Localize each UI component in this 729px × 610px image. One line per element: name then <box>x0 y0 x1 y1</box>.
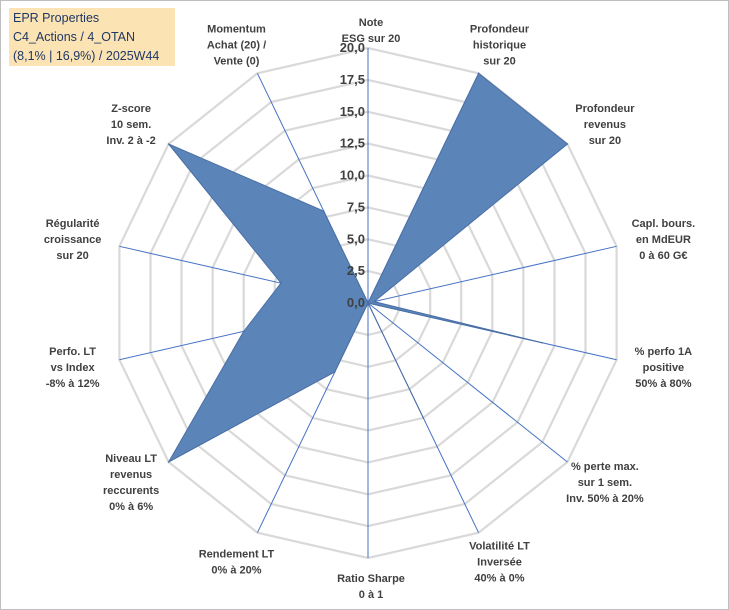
data-point <box>541 341 543 344</box>
axis-label-line: 0% à 20% <box>211 565 261 577</box>
axis-label-line: % perfo 1A <box>635 346 693 358</box>
tick-label: 7,5 <box>347 199 365 214</box>
axis-label-line: revenus <box>584 119 626 131</box>
axis-label-line: Capl. bours. <box>632 218 696 230</box>
axis-label-line: Volatilité LT <box>469 541 530 553</box>
axis-label-line: sur 20 <box>483 55 515 67</box>
data-point <box>322 210 325 212</box>
tick-label: 5,0 <box>347 231 365 246</box>
axis-label-line: vs Index <box>51 362 96 374</box>
radar-series <box>167 72 569 463</box>
tick-label: 20,0 <box>340 40 365 55</box>
axis-label-line: -8% à 12% <box>46 378 100 390</box>
data-point <box>566 143 569 145</box>
axis-label-line: Inversée <box>477 557 522 569</box>
axis-label-line: 0 à 1 <box>359 589 383 601</box>
axis-label-line: ESG sur 20 <box>342 33 401 45</box>
axis-label-line: 40% à 0% <box>474 573 524 585</box>
tick-label: 10,0 <box>340 168 365 183</box>
axis-label: Z-score 10 sem. Inv. 2 à -2 <box>106 103 155 147</box>
data-point <box>280 282 282 284</box>
axis-label-line: Momentum <box>207 23 266 35</box>
axis-label-line: Z-score <box>111 103 151 115</box>
axis-label-line: Inv. 50% à 20% <box>566 493 644 505</box>
axis-label-line: Profondeur <box>575 103 635 115</box>
axis-label-line: 0 à 60 G€ <box>639 250 687 262</box>
axis-spoke <box>367 302 568 463</box>
data-point <box>167 461 170 463</box>
title-line-category: C4_Actions / 4_OTAN <box>13 30 136 44</box>
chart-title-box: EPR Properties C4_Actions / 4_OTAN (8,1%… <box>9 8 175 66</box>
axis-label-line: Profondeur <box>470 23 530 35</box>
tick-label: 15,0 <box>340 104 365 119</box>
axis-label: Capl. bours. en MdEUR 0 à 60 G€ <box>632 218 696 262</box>
axis-label: Profondeur historique sur 20 <box>470 23 530 67</box>
axis-spoke <box>367 245 617 304</box>
data-point <box>242 330 245 333</box>
axis-label: Ratio Sharpe 0 à 1 <box>337 573 405 601</box>
axis-label: % perte max. sur 1 sem. Inv. 50% à 20% <box>566 461 644 505</box>
axis-label-line: en MdEUR <box>636 234 691 246</box>
axis-label-line: sur 20 <box>589 135 621 147</box>
axis-label-line: historique <box>473 39 526 51</box>
axis-label: Rendement LT 0% à 20% <box>199 549 275 577</box>
axis-label: % perfo 1A positive 50% à 80% <box>635 346 693 390</box>
title-line-period: (8,1% | 16,9%) / 2025W44 <box>13 49 160 63</box>
axis-label: Note ESG sur 20 <box>342 17 401 45</box>
axis-label-line: positive <box>643 362 685 374</box>
axis-label-line: Vente (0) <box>214 55 260 67</box>
radar-axis-labels: Note ESG sur 20 Profondeur historique sur 20… <box>44 17 695 601</box>
axis-label-line: 10 sem. <box>111 119 151 131</box>
data-point <box>167 143 170 145</box>
tick-label: 12,5 <box>340 136 365 151</box>
axis-label-line: sur 20 <box>56 250 88 262</box>
title-line-company: EPR Properties <box>13 11 100 25</box>
tick-label: 17,5 <box>340 72 365 87</box>
axis-label-line: Rendement LT <box>199 549 275 561</box>
axis-label: Profondeur revenus sur 20 <box>575 103 635 147</box>
data-point <box>367 302 369 304</box>
axis-label-line: Note <box>359 17 383 29</box>
axis-label: Perfo. LT vs Index -8% à 12% <box>46 346 100 390</box>
data-point <box>422 417 425 419</box>
tick-label: 0,0 <box>347 295 365 310</box>
data-point <box>373 300 376 303</box>
axis-label-line: Inv. 2 à -2 <box>106 135 155 147</box>
axis-label-line: 50% à 80% <box>635 378 691 390</box>
tick-label: 2,5 <box>347 263 365 278</box>
axis-label: Régularité croissance sur 20 <box>44 218 101 262</box>
axis-label-line: sur 1 sem. <box>578 477 632 489</box>
axis-label-line: Ratio Sharpe <box>337 573 405 585</box>
axis-label-line: Niveau LT <box>105 453 157 465</box>
axis-label-line: reccurents <box>103 485 159 497</box>
axis-label-line: croissance <box>44 234 101 246</box>
axis-label-line: 0% à 6% <box>109 501 153 513</box>
axis-label-line: Achat (20) / <box>207 39 266 51</box>
axis-label-line: % perte max. <box>571 461 639 473</box>
axis-label: Momentum Achat (20) / Vente (0) <box>207 23 266 67</box>
data-point <box>334 371 336 373</box>
radar-tick-labels: 0,0 2,5 5,0 7,5 10,0 12,5 15,0 17,5 20,0 <box>340 40 365 310</box>
axis-label: Volatilité LT Inversée 40% à 0% <box>469 541 530 585</box>
axis-label: Niveau LT revenus reccurents 0% à 6% <box>103 453 159 513</box>
axis-label-line: Perfo. LT <box>49 346 96 358</box>
axis-label-line: Régularité <box>46 218 100 230</box>
axis-label-line: revenus <box>110 469 152 481</box>
data-point <box>477 72 480 75</box>
